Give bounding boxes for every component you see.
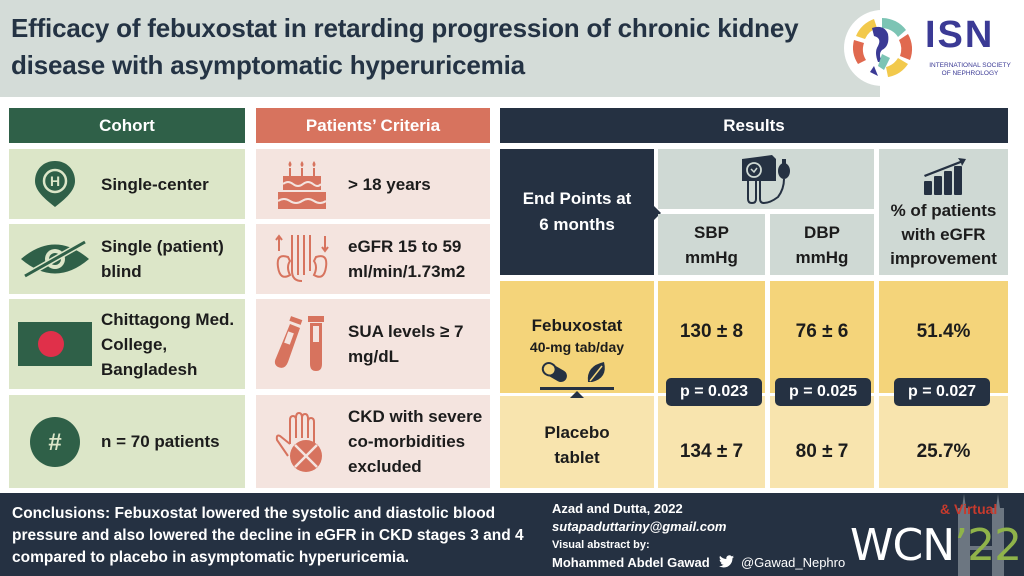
- febuxostat-dbp-cell: [770, 281, 874, 393]
- hash-icon: #: [9, 416, 101, 468]
- placebo-egfr-value: 25.7%: [916, 441, 971, 462]
- criteria-heading: Patients’ Criteria: [256, 108, 490, 143]
- dbp-header-text: DBP mmHg: [795, 222, 849, 267]
- bar-chart-rising-icon: [923, 158, 966, 195]
- citation: Azad and Dutta, 2022: [552, 501, 683, 516]
- dbp-p-value-badge: p = 0.025: [775, 378, 871, 406]
- febuxostat-arm-cell: [500, 281, 654, 393]
- event-mode: & Virtual: [940, 501, 998, 517]
- febuxostat-sbp-cell: [658, 281, 765, 393]
- febuxostat-egfr-cell: [879, 281, 1008, 393]
- visual-author: Mohammed Abdel Gawad: [552, 555, 710, 570]
- sbp-column-header: SBP mmHg: [658, 214, 765, 275]
- visual-by-label: Visual abstract by:: [552, 539, 650, 551]
- endpoints-arrow: [653, 205, 661, 221]
- citation-block: Azad and Dutta, 2022 sutapaduttariny@gma…: [552, 500, 845, 573]
- placebo-dbp-cell: [770, 396, 874, 488]
- placebo-egfr-cell: [879, 396, 1008, 488]
- sbp-header-text: SBP mmHg: [685, 222, 738, 267]
- cohort-item-text: n = 70 patients: [101, 432, 220, 451]
- svg-text:#: #: [48, 429, 61, 456]
- placebo-dbp-value: 80 ± 7: [795, 441, 849, 462]
- footer: [0, 493, 1024, 576]
- cohort-heading: Cohort: [9, 108, 245, 143]
- isn-logo-icon: [844, 10, 920, 86]
- pill-leaf-scale-icon: [540, 362, 614, 398]
- svg-text:H: H: [50, 173, 60, 189]
- placebo-name: Placebo: [544, 423, 610, 442]
- febuxostat-egfr-value: 51.4%: [916, 321, 971, 342]
- placebo-sbp-value: 134 ± 7: [679, 441, 744, 462]
- cohort-item-text: Single-center: [101, 174, 209, 194]
- dbp-column-header: DBP mmHg: [770, 214, 874, 275]
- page-title: Efficacy of febuxostat in retarding prog…: [11, 13, 799, 80]
- placebo-detail: tablet: [554, 448, 600, 467]
- event-logo: WCN’22: [850, 520, 1022, 571]
- cohort-item-text: Chittagong Med. College, Bangladesh: [101, 309, 235, 379]
- febuxostat-dose: 40-mg tab/day: [529, 339, 625, 355]
- placebo-arm-cell: [500, 396, 654, 488]
- birthday-cake-icon: [256, 157, 348, 211]
- endpoints-label: End Points at 6 months: [500, 149, 654, 275]
- bangladesh-flag-icon: [9, 322, 101, 366]
- conclusions-text: Conclusions: Febuxostat lowered the syst…: [12, 505, 524, 566]
- criteria-item-text: SUA levels ≥ 7 mg/dL: [348, 322, 464, 366]
- criteria-item: SUA levels ≥ 7 mg/dL: [256, 299, 490, 389]
- visual-author-line: Mohammed Abdel Gawad @Gawad_Nephro: [552, 554, 845, 573]
- endpoints-label-text: End Points at 6 months: [522, 189, 632, 234]
- event-name: WCN: [850, 520, 955, 571]
- criteria-item: > 18 years: [256, 149, 490, 219]
- isn-logo-text: ISN: [925, 14, 995, 56]
- cohort-item: # n = 70 patients: [9, 395, 245, 488]
- cohort-item: H Single-center: [9, 149, 245, 219]
- egfr-column-header: % of patients with eGFR improvement: [879, 149, 1008, 275]
- criteria-item-text: CKD with severe co-morbidities excluded: [348, 407, 483, 476]
- egfr-header-text: % of patients with eGFR improvement: [890, 201, 997, 268]
- twitter-icon: [719, 554, 735, 573]
- hospital-location-icon: H: [9, 159, 101, 209]
- cohort-item-text: Single (patient) blind: [101, 237, 224, 281]
- cohort-item: Chittagong Med. College, Bangladesh: [9, 299, 245, 389]
- event-year: ’22: [954, 520, 1022, 571]
- egfr-p-value-badge: p = 0.027: [894, 378, 990, 406]
- twitter-handle[interactable]: @Gawad_Nephro: [740, 555, 846, 570]
- author-email[interactable]: sutapaduttariny@gmail.com: [552, 519, 727, 534]
- sbp-p-value-badge: p = 0.023: [666, 378, 762, 406]
- eye-slash-icon: [9, 236, 101, 282]
- bp-header: [658, 149, 874, 209]
- kidney-icon: [256, 231, 348, 287]
- criteria-item-text: > 18 years: [348, 174, 431, 194]
- cohort-item: Single (patient) blind: [9, 224, 245, 294]
- criteria-item: eGFR 15 to 59 ml/min/1.73m2: [256, 224, 490, 294]
- criteria-item-text: eGFR 15 to 59 ml/min/1.73m2: [348, 237, 466, 281]
- placebo-sbp-cell: [658, 396, 765, 488]
- results-heading: Results: [500, 108, 1008, 143]
- febuxostat-dbp-value: 76 ± 6: [795, 321, 849, 342]
- febuxostat-name: Febuxostat: [531, 316, 623, 335]
- towers-icon: [958, 494, 1004, 576]
- hand-excluded-icon: [256, 410, 348, 474]
- febuxostat-sbp-value: 130 ± 8: [679, 321, 744, 342]
- test-tubes-icon: [256, 314, 348, 374]
- blood-pressure-cuff-icon: [742, 155, 790, 205]
- isn-logo-subtitle: INTERNATIONAL SOCIETY OF NEPHROLOGY: [929, 62, 1011, 77]
- criteria-item: CKD with severe co-morbidities excluded: [256, 395, 490, 488]
